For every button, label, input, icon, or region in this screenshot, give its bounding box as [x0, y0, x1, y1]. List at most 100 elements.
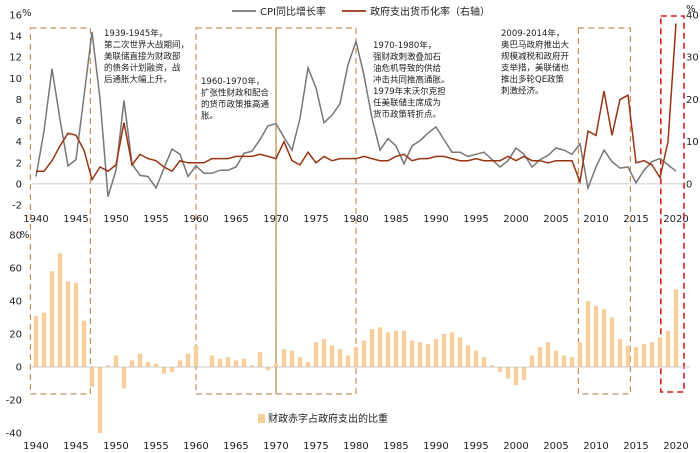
top-x-tick-label: 2020	[663, 214, 688, 225]
deficit-bar	[73, 282, 79, 367]
deficit-bar	[609, 317, 615, 367]
annotation-1970s: 1970-1980年，强财政刺激叠加石油危机导致的供给冲击共同推高通胀。1979…	[373, 40, 450, 120]
bottom-x-tick-label: 2020	[663, 441, 688, 452]
deficit-bar	[353, 347, 359, 367]
deficit-bar	[265, 367, 271, 371]
deficit-bar	[345, 355, 351, 367]
deficit-bar	[433, 338, 439, 367]
annotation-2009-2014: 2009-2014年，奥巴马政府推出大规模减税和政府开支举措，美联储也推出多轮Q…	[501, 28, 570, 97]
deficit-bar	[273, 363, 279, 367]
bottom-x-tick-label: 1965	[223, 441, 248, 452]
legend-cpi-label: CPI同比增长率	[260, 5, 326, 18]
deficit-bar	[113, 355, 119, 367]
bottom-y-tick-label: 40	[9, 297, 22, 308]
deficit-bar	[409, 340, 415, 367]
deficit-bar	[585, 301, 591, 367]
annotation-line: 1970-1980年，	[373, 40, 436, 51]
top-left-tick-label: -2	[12, 201, 22, 212]
deficit-bar	[33, 315, 39, 367]
top-left-tick-label: 16	[9, 11, 22, 22]
top-left-tick-label: 8	[16, 95, 22, 106]
top-x-tick-label: 1945	[63, 214, 88, 225]
deficit-bar	[209, 355, 215, 367]
deficit-bar	[617, 338, 623, 367]
deficit-bar	[625, 345, 631, 367]
deficit-bar	[441, 334, 447, 367]
annotation-line: 扩张性财政和配合	[201, 88, 270, 99]
deficit-bar	[193, 345, 199, 367]
deficit-bar	[57, 253, 63, 367]
bottom-y-tick-label: 20	[9, 330, 22, 341]
deficit-bar	[233, 360, 239, 367]
annotation-line: 1939-1945年，	[104, 28, 167, 39]
annotation-line: 美联储直接为财政部	[104, 51, 181, 62]
top-left-tick-label: 4	[16, 137, 22, 148]
annotation-line: 后通胀大幅上升。	[104, 74, 172, 85]
deficit-bar	[321, 338, 327, 367]
deficit-bar	[505, 367, 511, 379]
annotation-line: 第二次世界大战期间，	[104, 40, 189, 51]
deficit-bar	[497, 367, 503, 372]
annotation-line: 支举措，美联储也	[501, 63, 570, 74]
annotation-line: 规模减税和政府开	[501, 51, 570, 62]
legend-ratio-label: 政府支出货币化率（右轴）	[370, 5, 490, 18]
top-x-tick-label: 2010	[583, 214, 608, 225]
deficit-bar	[577, 342, 583, 367]
bottom-x-tick-label: 2010	[583, 441, 608, 452]
deficit-bar	[89, 367, 95, 387]
bottom-x-tick-label: 1955	[143, 441, 168, 452]
annotation-line: 强财政刺激叠加石	[373, 52, 441, 63]
deficit-bar	[665, 330, 671, 367]
bottom-axis-unit: %	[20, 230, 30, 241]
bottom-x-tick-labels: 1940 1945 1950 1955 1960 1965 1970 1975 1980 1985…	[23, 441, 688, 452]
deficit-bar	[641, 343, 647, 367]
annotation-line: 油危机导致的供给	[373, 63, 442, 74]
deficit-bar	[217, 358, 223, 367]
annotation-line: 奥巴马政府推出大	[501, 40, 570, 51]
bottom-x-tick-label: 1950	[103, 441, 128, 452]
bottom-x-tick-label: 1940	[23, 441, 48, 452]
annotation-line: 任美联储主席成为	[373, 98, 441, 109]
bottom-y-tick-labels: -40 -20 0 20 40 60 80	[6, 231, 22, 440]
deficit-bar	[569, 357, 575, 367]
top-x-tick-label: 1955	[143, 214, 168, 225]
deficit-bar	[657, 337, 663, 367]
top-right-tick-label: 40	[686, 11, 699, 22]
annotation-line: 2009-2014年，	[501, 28, 564, 39]
box-1970-1980	[275, 27, 357, 395]
top-x-tick-label: 1995	[463, 214, 488, 225]
deficit-bar	[129, 360, 135, 367]
deficit-bar	[561, 355, 567, 367]
deficit-bar	[185, 353, 191, 367]
top-right-tick-labels: 0 10 20 30 40	[686, 11, 699, 191]
bottom-x-tick-label: 1960	[183, 441, 208, 452]
deficit-bar	[249, 365, 255, 367]
spending-monetization-line	[36, 23, 677, 185]
annotation-line: 1960-1970年，	[201, 76, 264, 87]
deficit-bar	[257, 352, 263, 367]
bottom-x-tick-label: 1985	[383, 441, 408, 452]
legend-deficit-label: 财政赤字占政府支出的比重	[268, 412, 388, 425]
deficit-bar	[105, 365, 111, 367]
annotation-line: 刺激经济。	[501, 86, 544, 97]
box-2009-2014	[577, 27, 632, 395]
deficit-bar	[137, 353, 143, 367]
deficit-bar	[337, 348, 343, 367]
deficit-bar	[473, 350, 479, 367]
box-1960-1970	[195, 27, 277, 395]
bottom-y-tick-label: -20	[6, 396, 22, 407]
deficit-bar	[545, 342, 551, 367]
top-right-tick-label: 10	[686, 137, 699, 148]
deficit-bar	[161, 367, 167, 374]
top-left-tick-label: 2	[16, 158, 22, 169]
top-x-tick-label: 1950	[103, 214, 128, 225]
bottom-y-tick-label: 80	[9, 231, 22, 242]
top-x-tick-label: 1985	[383, 214, 408, 225]
deficit-bar	[177, 360, 183, 367]
top-legend: CPI同比增长率 政府支出货币化率（右轴）	[232, 5, 490, 18]
deficit-bar	[593, 305, 599, 367]
deficit-bar	[481, 357, 487, 367]
annotation-line: 推出多轮QE政策	[501, 74, 565, 85]
deficit-bar	[521, 367, 527, 381]
